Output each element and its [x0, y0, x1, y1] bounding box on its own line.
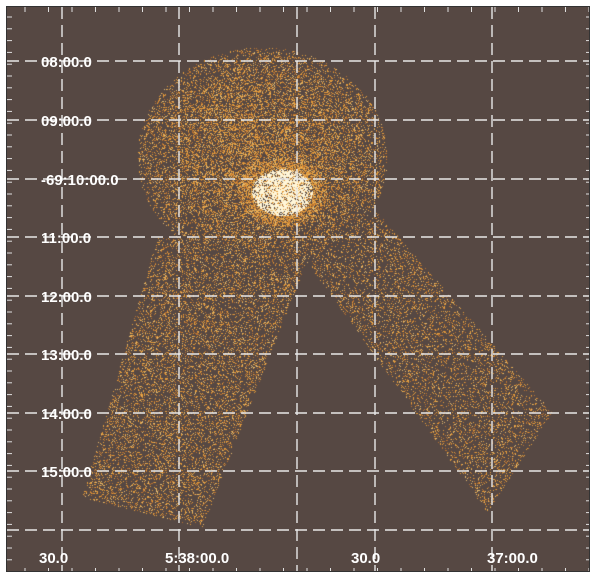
dec-tick-label: 09:00.0: [41, 113, 92, 130]
ra-tick-label: 37:00.0: [487, 550, 538, 567]
ra-tick-label: 30.0: [351, 550, 380, 567]
dec-tick-label: -69:10:00.0: [41, 172, 119, 189]
dec-tick-label: 11:00.0: [41, 230, 91, 247]
image-frame: 08:00.0 09:00.0 -69:10:00.0 11:00.0 12:00.0 1…: [6, 6, 590, 572]
dec-tick-label: 12:00.0: [41, 289, 92, 306]
ra-tick-label: 5:38:00.0: [165, 550, 229, 567]
dec-tick-label: 15:00.0: [41, 464, 92, 481]
coordinate-grid: 08:00.0 09:00.0 -69:10:00.0 11:00.0 12:00.0 1…: [7, 7, 589, 571]
dec-tick-label: 14:00.0: [41, 406, 92, 423]
ra-tick-label: 30.0: [39, 550, 68, 567]
dec-tick-label: 13:00.0: [41, 347, 92, 364]
dec-tick-label: 08:00.0: [41, 54, 92, 71]
